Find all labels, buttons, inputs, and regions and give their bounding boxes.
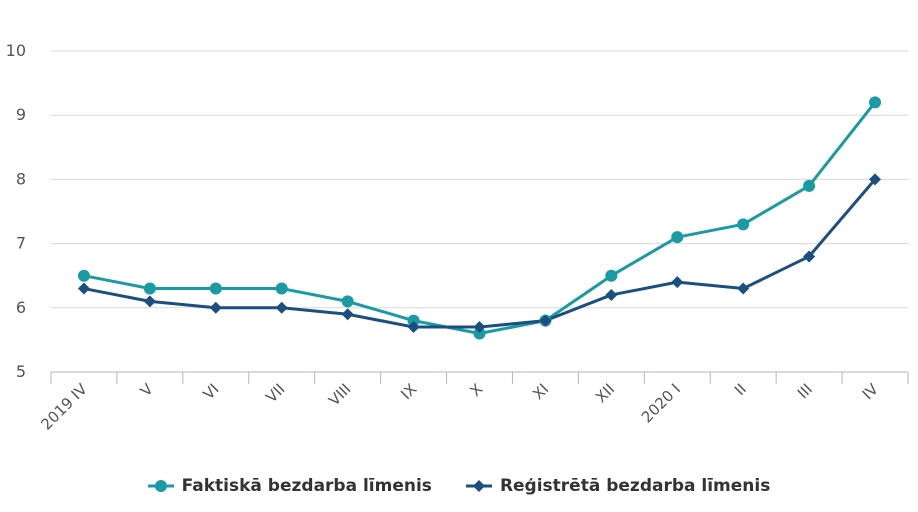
y-tick-label: 8 <box>16 169 26 188</box>
circle-marker-icon <box>147 480 174 492</box>
legend-label-registreta: Reģistrētā bezdarba līmenis <box>499 476 771 496</box>
data-point <box>341 295 354 308</box>
x-tick-label: X <box>466 380 486 400</box>
x-tick-label: III <box>794 380 816 402</box>
x-tick-label: VIII <box>325 380 354 409</box>
x-tick-label: 2020 I <box>638 380 684 426</box>
legend-item-registreta[interactable]: Reģistrētā bezdarba līmenis <box>465 476 771 496</box>
data-point <box>143 282 156 295</box>
data-point <box>473 321 486 334</box>
x-tick-label: XI <box>529 380 552 403</box>
data-point <box>209 301 222 314</box>
data-point <box>803 179 816 192</box>
y-tick-label: 9 <box>16 105 26 124</box>
x-tick-label: 2019 IV <box>37 380 91 434</box>
data-point <box>803 250 816 263</box>
data-point <box>275 282 288 295</box>
data-point <box>407 321 420 334</box>
y-tick-label: 5 <box>16 362 26 381</box>
data-point <box>473 327 486 340</box>
series-lines <box>77 96 882 340</box>
y-tick-label: 10 <box>6 41 26 60</box>
data-point <box>407 314 420 327</box>
data-point <box>737 282 750 295</box>
x-axis: 2019 IV V VI VII VIII IX X XI XII 2020 I II III IV <box>37 371 909 434</box>
data-point <box>671 231 684 244</box>
y-axis-ticks: 5 6 7 8 9 10 <box>6 41 26 381</box>
x-tick-label: II <box>731 380 750 399</box>
x-tick-label: VII <box>262 380 288 406</box>
data-point <box>341 308 354 321</box>
line-chart: 5 6 7 8 9 10 2019 IV V VI VII VIII IX X XI XII 2020 I I… <box>6 41 909 434</box>
y-tick-label: 7 <box>16 234 26 253</box>
legend: Faktiskā bezdarba līmenis Reģistrētā bez… <box>0 476 918 496</box>
x-tick-label: IV <box>859 380 883 404</box>
data-point <box>539 314 552 327</box>
data-point <box>605 269 618 282</box>
data-point <box>143 295 156 308</box>
data-point <box>671 276 684 289</box>
gridlines <box>51 50 908 309</box>
legend-item-faktiska[interactable]: Faktiskā bezdarba līmenis <box>147 476 432 496</box>
data-point <box>869 96 882 109</box>
data-point <box>77 282 90 295</box>
x-tick-label: VI <box>200 380 223 403</box>
y-tick-label: 6 <box>16 298 26 317</box>
data-point <box>77 269 90 282</box>
data-point <box>737 218 750 231</box>
legend-label-faktiska: Faktiskā bezdarba līmenis <box>181 476 432 496</box>
diamond-marker-icon <box>465 480 492 492</box>
x-tick-label: IX <box>397 380 420 403</box>
series-line <box>83 101 877 335</box>
data-point <box>869 173 882 186</box>
series-line <box>83 178 877 329</box>
data-point <box>209 282 222 295</box>
x-tick-label: V <box>137 380 158 401</box>
data-point <box>605 288 618 301</box>
x-tick-label: XII <box>592 380 618 406</box>
data-point <box>275 301 288 314</box>
